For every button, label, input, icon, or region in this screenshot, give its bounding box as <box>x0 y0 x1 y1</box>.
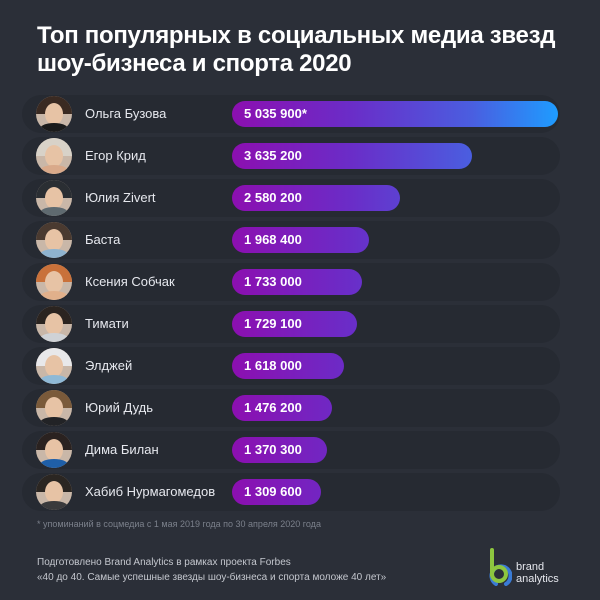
value-label: 5 035 900* <box>244 106 307 121</box>
chart-row: Дима Билан 1 370 300 <box>22 431 560 469</box>
avatar-body <box>39 207 69 216</box>
chart-row: Ольга Бузова 5 035 900* <box>22 95 560 133</box>
value-bar: 1 729 100 <box>232 311 357 337</box>
value-label: 1 370 300 <box>244 442 302 457</box>
avatar <box>36 222 72 258</box>
avatar <box>36 432 72 468</box>
value-bar: 2 580 200 <box>232 185 400 211</box>
value-label: 2 580 200 <box>244 190 302 205</box>
row-name: Элджей <box>85 358 133 373</box>
value-bar: 1 309 600 <box>232 479 321 505</box>
row-name: Юлия Zivert <box>85 190 156 205</box>
avatar <box>36 96 72 132</box>
avatar <box>36 348 72 384</box>
avatar-body <box>39 375 69 384</box>
value-bar: 1 476 200 <box>232 395 332 421</box>
row-name: Тимати <box>85 316 129 331</box>
avatar-body <box>39 291 69 300</box>
credits-line-1: Подготовлено Brand Analytics в рамках пр… <box>37 557 291 568</box>
avatar <box>36 264 72 300</box>
chart-row: Ксения Собчак 1 733 000 <box>22 263 560 301</box>
avatar-face <box>45 397 63 419</box>
avatar-body <box>39 165 69 174</box>
chart-row: Баста 1 968 400 <box>22 221 560 259</box>
avatar <box>36 306 72 342</box>
value-bar: 1 618 000 <box>232 353 344 379</box>
brand-analytics-logo-icon <box>489 548 512 586</box>
value-bar: 1 370 300 <box>232 437 327 463</box>
logo-text-analytics: analytics <box>516 573 559 585</box>
footnote: * упоминаний в соцмедиа с 1 мая 2019 год… <box>37 519 321 529</box>
value-bar: 1 968 400 <box>232 227 369 253</box>
row-name: Егор Крид <box>85 148 146 163</box>
avatar-body <box>39 333 69 342</box>
avatar-face <box>45 229 63 251</box>
row-name: Ксения Собчак <box>85 274 175 289</box>
chart-row: Юлия Zivert 2 580 200 <box>22 179 560 217</box>
value-label: 3 635 200 <box>244 148 302 163</box>
avatar-face <box>45 271 63 293</box>
chart-row: Хабиб Нурмагомедов 1 309 600 <box>22 473 560 511</box>
row-name: Хабиб Нурмагомедов <box>85 484 216 499</box>
chart-row: Юрий Дудь 1 476 200 <box>22 389 560 427</box>
avatar <box>36 138 72 174</box>
avatar <box>36 180 72 216</box>
chart-title: Топ популярных в социальных медиа звезд … <box>37 22 556 77</box>
avatar-face <box>45 103 63 125</box>
avatar-face <box>45 481 63 503</box>
avatar-face <box>45 187 63 209</box>
value-label: 1 309 600 <box>244 484 302 499</box>
avatar-body <box>39 501 69 510</box>
row-name: Юрий Дудь <box>85 400 154 415</box>
avatar-body <box>39 249 69 258</box>
value-label: 1 968 400 <box>244 232 302 247</box>
avatar <box>36 390 72 426</box>
avatar-body <box>39 123 69 132</box>
avatar-face <box>45 145 63 167</box>
avatar-face <box>45 355 63 377</box>
avatar-body <box>39 417 69 426</box>
brand-analytics-logo: brand analytics <box>486 548 576 586</box>
value-bar: 3 635 200 <box>232 143 472 169</box>
value-label: 1 476 200 <box>244 400 302 415</box>
value-label: 1 729 100 <box>244 316 302 331</box>
chart-row: Егор Крид 3 635 200 <box>22 137 560 175</box>
credits: Подготовлено Brand Analytics в рамках пр… <box>37 555 386 585</box>
chart-row: Тимати 1 729 100 <box>22 305 560 343</box>
credits-line-2: «40 до 40. Самые успешные звезды шоу-биз… <box>37 572 387 583</box>
avatar-face <box>45 439 63 461</box>
chart-row: Элджей 1 618 000 <box>22 347 560 385</box>
logo-text-brand: brand <box>516 561 545 573</box>
row-name: Баста <box>85 232 121 247</box>
avatar <box>36 474 72 510</box>
avatar-face <box>45 313 63 335</box>
avatar-body <box>39 459 69 468</box>
value-bar: 5 035 900* <box>232 101 558 127</box>
value-bar: 1 733 000 <box>232 269 362 295</box>
row-name: Дима Билан <box>85 442 159 457</box>
row-name: Ольга Бузова <box>85 106 167 121</box>
value-label: 1 618 000 <box>244 358 302 373</box>
value-label: 1 733 000 <box>244 274 302 289</box>
